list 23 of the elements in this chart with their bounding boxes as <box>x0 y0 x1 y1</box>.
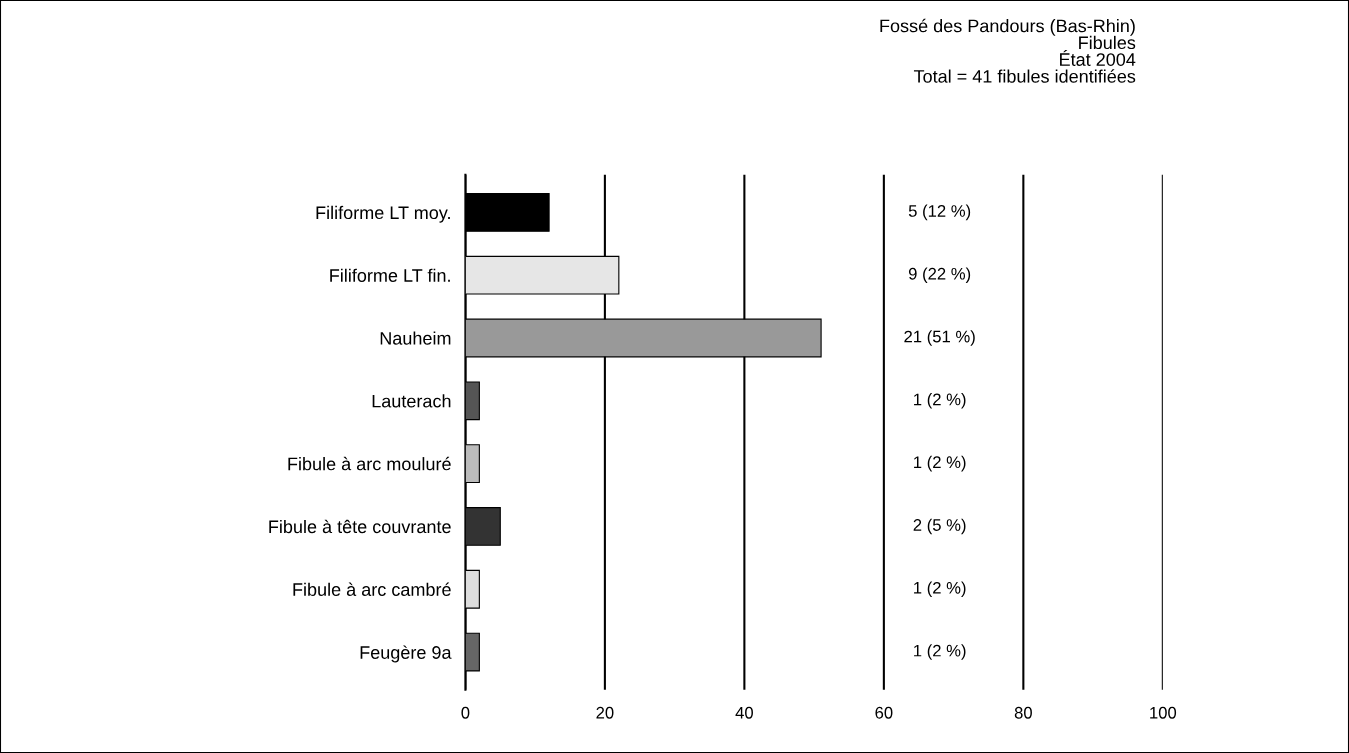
y-tick-label: Fibule à arc cambré <box>293 582 451 596</box>
data-label: 1 (2 %) <box>914 581 966 598</box>
x-tick-label: 60 <box>875 706 893 719</box>
data-label: 9 (22 %) <box>908 267 971 283</box>
y-tick-label: Filiforme LT fin. <box>330 268 450 282</box>
x-tick-label: 80 <box>1014 706 1032 719</box>
data-label: 1 (2 %) <box>914 455 966 472</box>
y-tick-label: Filiforme LT moy. <box>316 205 450 223</box>
chart-title: Fossé des Pandours (Bas-Rhin) Fibules État 2004 Total = 41 fibules identifiées <box>880 18 1136 83</box>
data-label: 2 (5 %) <box>913 518 966 535</box>
data-label: 5 (12 %) <box>908 204 971 221</box>
x-tick-label: 40 <box>735 706 753 719</box>
y-tick-label: Lauterach <box>372 394 451 408</box>
x-tick-label: 0 <box>461 706 470 719</box>
y-tick-label: Fibule à arc mouluré <box>288 456 451 471</box>
x-tick-label: 20 <box>596 706 614 719</box>
y-tick-label: Feugère 9a <box>360 645 452 663</box>
x-tick-label: 100 <box>1150 706 1177 719</box>
y-tick-label: Nauheim <box>380 331 451 345</box>
data-label: 1 (2 %) <box>914 393 966 409</box>
data-label: 21 (51 %) <box>904 330 975 346</box>
y-tick-label: Fibule à tête couvrante <box>269 519 451 534</box>
data-label: 1 (2 %) <box>914 644 966 660</box>
